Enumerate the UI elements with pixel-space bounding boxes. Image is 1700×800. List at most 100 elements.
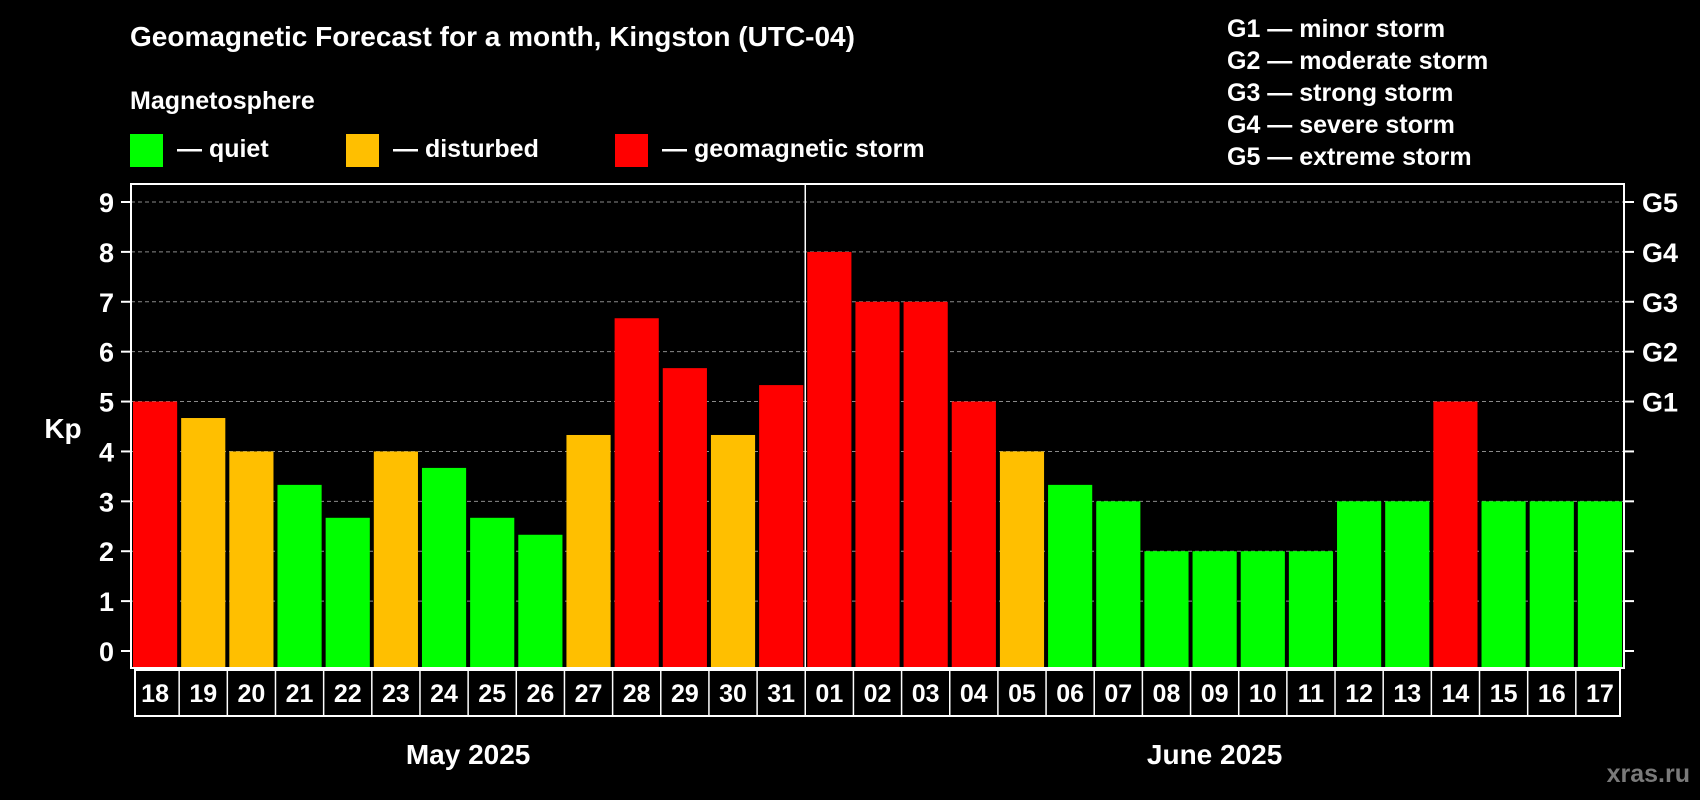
storm-scale-g1: G1 — minor storm — [1227, 15, 1445, 43]
y-tick-label: 5 — [99, 388, 114, 418]
x-tick-label: 09 — [1201, 680, 1229, 708]
legend-title: Magnetosphere — [130, 87, 315, 115]
storm-level-label: G4 — [1642, 238, 1678, 268]
x-tick-label: 11 — [1298, 680, 1325, 708]
x-tick-label: 14 — [1442, 680, 1470, 708]
bar-quiet — [1288, 551, 1334, 668]
bar-quiet — [1529, 501, 1574, 668]
storm-level-label: G5 — [1642, 188, 1678, 218]
legend-swatch-quiet — [130, 134, 163, 167]
watermark: xras.ru — [1607, 760, 1690, 788]
storm-scale-g4: G4 — severe storm — [1227, 111, 1455, 139]
bar-quiet — [1048, 484, 1093, 668]
storm-level-label: G2 — [1642, 338, 1678, 368]
month-labels: May 2025 June 2025 — [406, 739, 1282, 770]
x-tick-labels: 18 19 20 21 22 23 24 25 26 27 28 29 30 31 01 02 03 04 05 06… — [141, 680, 1614, 708]
bar-quiet — [1096, 501, 1141, 668]
y-tick-label: 1 — [99, 587, 114, 617]
y-axis-label: Kp — [44, 413, 81, 444]
bar-quiet — [518, 534, 563, 668]
legend-label-quiet: — quiet — [177, 135, 269, 163]
x-tick-label: 13 — [1393, 680, 1421, 708]
legend-swatch-disturbed — [346, 134, 379, 167]
bar-quiet — [1144, 551, 1189, 668]
bar-storm — [614, 318, 659, 668]
y-tick-label: 6 — [99, 338, 114, 368]
chart-title: Geomagnetic Forecast for a month, Kingst… — [130, 21, 855, 52]
x-tick-label: 07 — [1104, 680, 1132, 708]
bar-quiet — [421, 467, 467, 668]
storm-scale-g3: G3 — strong storm — [1227, 79, 1453, 107]
bar-quiet — [1192, 551, 1237, 668]
bar-quiet — [1577, 501, 1622, 668]
x-tick-label: 03 — [912, 680, 940, 708]
bar-disturbed — [229, 451, 274, 668]
x-tick-label: 20 — [237, 680, 265, 708]
x-tick-label: 24 — [430, 680, 458, 708]
bars — [133, 251, 1622, 668]
bar-quiet — [1337, 501, 1382, 668]
bar-storm — [662, 368, 707, 668]
x-tick-label: 15 — [1490, 680, 1518, 708]
x-tick-label: 23 — [382, 680, 410, 708]
bar-disturbed — [181, 418, 226, 668]
bar-storm — [759, 385, 804, 668]
x-tick-label: 18 — [141, 680, 169, 708]
bar-disturbed — [710, 434, 756, 668]
x-tick-label: 26 — [526, 680, 554, 708]
storm-scale-g5: G5 — extreme storm — [1227, 143, 1472, 171]
x-tick-label: 16 — [1538, 680, 1566, 708]
month-label: May 2025 — [406, 739, 531, 770]
bar-quiet — [1481, 501, 1526, 668]
x-tick-label: 25 — [478, 680, 506, 708]
plot-frame — [130, 183, 1625, 669]
storm-level-label: G1 — [1642, 388, 1678, 418]
bar-disturbed — [566, 434, 611, 668]
y-tick-label: 8 — [99, 238, 114, 268]
bar-quiet — [1385, 501, 1430, 668]
y-tick-label: 3 — [99, 487, 114, 517]
x-tick-label: 17 — [1586, 680, 1614, 708]
bar-quiet — [277, 484, 322, 668]
x-tick-label: 19 — [189, 680, 217, 708]
x-tick-label: 27 — [575, 680, 603, 708]
legend-swatch-storm — [615, 134, 648, 167]
storm-scale-g2: G2 — moderate storm — [1227, 47, 1488, 75]
x-tick-label: 12 — [1345, 680, 1373, 708]
bar-quiet — [325, 517, 370, 668]
x-tick-label: 06 — [1056, 680, 1084, 708]
x-tick-label: 08 — [1153, 680, 1181, 708]
x-tick-label: 30 — [719, 680, 747, 708]
bar-storm — [855, 301, 900, 668]
bar-storm — [951, 401, 996, 668]
x-tick-label: 28 — [623, 680, 651, 708]
tick-labels: 0 1 2 3 4 5 6 7 8 9 G1 G2 G3 G4 G5 — [99, 188, 1678, 667]
x-tick-label: 31 — [767, 680, 795, 708]
month-label: June 2025 — [1147, 739, 1282, 770]
axes — [121, 183, 1634, 717]
y-tick-label: 4 — [99, 437, 114, 467]
storm-level-label: G3 — [1642, 288, 1678, 318]
bar-storm — [807, 251, 852, 668]
x-tick-label: 01 — [815, 680, 843, 708]
y-tick-label: 9 — [99, 188, 114, 218]
bar-storm — [1433, 401, 1478, 668]
y-tick-label: 2 — [99, 537, 114, 567]
legend-label-disturbed: — disturbed — [393, 135, 539, 163]
bar-quiet — [1240, 551, 1285, 668]
x-tick-label: 10 — [1249, 680, 1277, 708]
x-tick-label: 05 — [1008, 680, 1036, 708]
x-tick-label: 29 — [671, 680, 699, 708]
x-tick-label: 02 — [864, 680, 892, 708]
y-tick-label: 0 — [99, 637, 114, 667]
bar-storm — [133, 401, 178, 668]
x-tick-label: 22 — [334, 680, 362, 708]
x-tick-label: 04 — [960, 680, 988, 708]
day-label-frame — [134, 669, 1621, 717]
bar-quiet — [470, 517, 515, 668]
y-tick-label: 7 — [99, 288, 114, 318]
x-tick-label: 21 — [286, 680, 314, 708]
bar-storm — [903, 301, 948, 668]
bar-disturbed — [999, 451, 1045, 668]
